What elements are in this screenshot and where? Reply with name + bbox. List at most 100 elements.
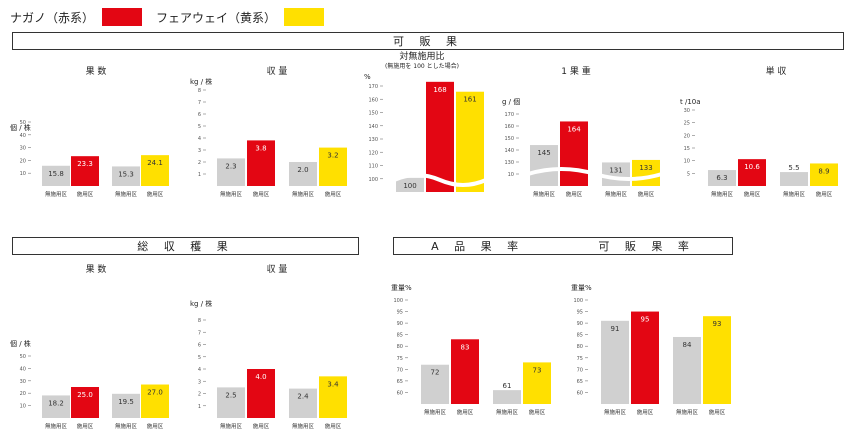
- y-tick-label: 170: [368, 84, 378, 90]
- legend-label-fairway: フェアウェイ（黄系）: [156, 10, 277, 25]
- x-category-label: 無施用区: [115, 190, 138, 198]
- x-category-label: 無施用区: [783, 190, 806, 198]
- y-tick-label: 85: [577, 333, 583, 339]
- y-tick-label: 30: [20, 379, 26, 385]
- y-tick-label: 170: [504, 112, 514, 118]
- bar: [289, 388, 317, 418]
- data-label: 2.5: [225, 391, 236, 399]
- x-category-label: 無施用区: [45, 190, 68, 198]
- y-tick-label: 6: [198, 112, 201, 118]
- bar: [523, 362, 551, 404]
- data-label: 168: [433, 86, 446, 94]
- y-tick-label: 100: [573, 298, 583, 304]
- bar: [601, 320, 629, 404]
- bar: [456, 91, 484, 192]
- data-label: 19.5: [118, 398, 134, 406]
- chart-a-grade-rate: 重量% 60 65 70 75 80 85 90 95 100 72 83 61 73 無施用区 施用区 無施用…: [391, 284, 551, 416]
- data-label: 15.8: [48, 170, 64, 178]
- data-label: 133: [639, 164, 652, 172]
- y-tick-label: 95: [577, 310, 583, 316]
- data-label: 145: [537, 149, 550, 157]
- data-label: 3.8: [255, 144, 266, 152]
- y-tick-label: 90: [397, 321, 403, 327]
- y-tick-label: 5: [687, 171, 690, 177]
- data-label: 84: [683, 341, 692, 349]
- y-tick-label: 3: [198, 148, 201, 154]
- y-tick-label: 120: [368, 150, 378, 156]
- y-tick-label: 130: [368, 137, 378, 143]
- bar: [319, 376, 347, 418]
- section-title-kahan-ritsu: 可 販 果 率: [598, 240, 695, 253]
- chart-title: 果 数: [86, 263, 107, 275]
- y-tick-label: 7: [198, 100, 201, 106]
- x-category-label: 施用区: [77, 190, 94, 198]
- data-label: 23.3: [77, 160, 93, 168]
- y-tick-label: 140: [368, 124, 378, 130]
- y-tick-label: 30: [684, 108, 690, 114]
- chart-title: 収 量: [267, 65, 288, 77]
- y-tick-label: 40: [20, 366, 26, 372]
- bar: [780, 172, 808, 186]
- y-tick-label: 8: [198, 88, 201, 94]
- bar: [141, 384, 169, 418]
- y-tick-label: 85: [397, 333, 403, 339]
- chart-title: 単 収: [766, 65, 787, 77]
- y-tick-label: 65: [577, 379, 583, 385]
- x-category-label: 無施用区: [292, 190, 315, 198]
- data-label: 3.4: [327, 380, 339, 388]
- data-label: 2.3: [225, 162, 236, 170]
- legend: ナガノ（赤系） フェアウェイ（黄系）: [10, 6, 338, 28]
- data-label: 4.0: [255, 373, 266, 381]
- y-tick-label: 60: [577, 390, 583, 396]
- x-category-label: 施用区: [529, 408, 546, 416]
- bar: [217, 387, 245, 418]
- bar: [217, 158, 245, 186]
- y-tick-label: 20: [20, 158, 26, 164]
- y-tick-label: 75: [397, 356, 403, 362]
- bar: [560, 121, 588, 186]
- bar: [708, 170, 736, 186]
- y-axis-label: %: [364, 73, 371, 81]
- chart-yield-total: 収 量 kg / 株 1 2 3 4 5 6 7 8 2.5 4.0 2.4 3.4 無施用区 施用区 無施用区…: [190, 263, 347, 430]
- y-tick-label: 15: [684, 146, 690, 152]
- y-tick-label: 8: [198, 318, 201, 324]
- y-tick-label: 25: [684, 121, 690, 127]
- bar: [493, 390, 521, 404]
- data-label: 100: [403, 182, 416, 190]
- y-tick-label: 10: [508, 172, 514, 178]
- y-tick-label: 1: [198, 404, 201, 410]
- x-category-label: 無施用区: [676, 408, 699, 416]
- x-category-label: 無施用区: [292, 422, 315, 430]
- y-tick-label: 3: [198, 379, 201, 385]
- bar: [632, 159, 660, 186]
- bar: [631, 311, 659, 404]
- legend-swatch-nagano: [102, 8, 143, 26]
- y-tick-label: 10: [20, 404, 26, 410]
- y-tick-label: 70: [577, 367, 583, 373]
- y-tick-label: 1: [198, 172, 201, 178]
- bar: [396, 177, 424, 192]
- chart-title: 果 数: [86, 65, 107, 77]
- data-label: 5.5: [788, 164, 799, 172]
- y-tick-label: 80: [397, 344, 403, 350]
- x-category-label: 施用区: [253, 422, 270, 430]
- y-tick-label: 75: [577, 356, 583, 362]
- chart-sellable-rate: 重量% 60 65 70 75 80 85 90 95 100 91 95 84 93 無施用区 施用区 無施用…: [571, 284, 731, 416]
- y-tick-label: 4: [198, 136, 201, 142]
- x-category-label: 無施用区: [220, 190, 243, 198]
- x-category-label: 施用区: [709, 408, 726, 416]
- bar: [451, 339, 479, 404]
- y-tick-label: 40: [20, 133, 26, 139]
- y-tick-label: 130: [504, 160, 514, 166]
- data-label: 72: [431, 369, 440, 377]
- y-tick-label: 150: [368, 111, 378, 117]
- data-label: 161: [463, 96, 476, 104]
- y-tick-label: 60: [397, 390, 403, 396]
- y-tick-label: 80: [577, 344, 583, 350]
- x-category-label: 施用区: [253, 190, 270, 198]
- y-tick-label: 30: [20, 146, 26, 152]
- y-tick-label: 20: [684, 133, 690, 139]
- bar: [289, 162, 317, 186]
- bar: [426, 81, 454, 192]
- x-category-label: 施用区: [325, 190, 342, 198]
